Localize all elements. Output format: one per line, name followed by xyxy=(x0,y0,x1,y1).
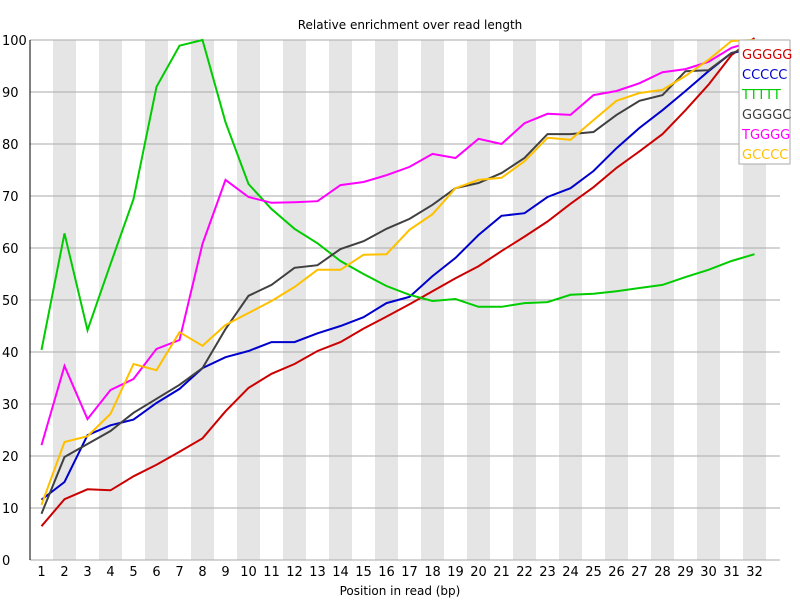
legend-item-ggggg: GGGGG xyxy=(742,48,792,63)
legend: GGGGG CCCCC TTTTT GGGGC TGGGG GCCCC xyxy=(738,39,792,165)
legend-item-ttttt: TTTTT xyxy=(741,88,781,103)
x-tick-label: 10 xyxy=(240,565,257,580)
y-tick-label: 100 xyxy=(2,34,27,49)
x-tick-label: 30 xyxy=(700,565,717,580)
y-axis-ticks: 0 10 20 30 40 50 60 70 80 90 100 xyxy=(2,34,27,569)
y-tick-label: 10 xyxy=(2,502,19,517)
x-tick-label: 6 xyxy=(152,565,160,580)
x-tick-label: 20 xyxy=(470,565,487,580)
legend-item-ccccc: CCCCC xyxy=(742,68,787,83)
y-tick-label: 70 xyxy=(2,190,19,205)
x-tick-label: 1 xyxy=(37,565,45,580)
x-tick-label: 7 xyxy=(175,565,183,580)
y-tick-label: 50 xyxy=(2,294,19,309)
x-tick-label: 27 xyxy=(631,565,648,580)
y-tick-label: 40 xyxy=(2,346,19,361)
series-line-gcccc xyxy=(40,39,755,506)
series-line-ggggc xyxy=(40,45,755,515)
gridlines xyxy=(30,39,780,561)
x-tick-label: 22 xyxy=(516,565,533,580)
x-tick-label: 21 xyxy=(493,565,510,580)
legend-item-tgggg: TGGGG xyxy=(741,128,790,143)
x-tick-label: 23 xyxy=(539,565,556,580)
y-tick-label: 90 xyxy=(2,86,19,101)
series-line-tgggg xyxy=(40,40,755,446)
x-tick-label: 19 xyxy=(447,565,464,580)
x-tick-label: 12 xyxy=(286,565,303,580)
series-line-ccccc xyxy=(40,47,755,501)
x-tick-label: 18 xyxy=(424,565,441,580)
x-tick-label: 25 xyxy=(585,565,602,580)
legend-item-gcccc: GCCCC xyxy=(742,148,788,163)
series-line-ttttt xyxy=(40,38,755,351)
y-tick-label: 30 xyxy=(2,398,19,413)
x-tick-label: 5 xyxy=(129,565,137,580)
x-tick-label: 16 xyxy=(378,565,395,580)
x-axis-label: Position in read (bp) xyxy=(340,584,461,598)
x-tick-label: 32 xyxy=(746,565,763,580)
series-line-ggggg xyxy=(40,37,756,527)
x-axis-ticks: 1 2 3 4 5 6 7 8 9 10 11 12 13 14 15 16 17 18 19 20 21 22 23 24 2… xyxy=(37,565,762,580)
x-tick-label: 26 xyxy=(608,565,625,580)
x-tick-label: 11 xyxy=(263,565,280,580)
x-tick-label: 13 xyxy=(309,565,326,580)
x-tick-label: 2 xyxy=(60,565,68,580)
x-tick-label: 17 xyxy=(401,565,418,580)
x-tick-label: 4 xyxy=(106,565,114,580)
x-tick-label: 31 xyxy=(723,565,740,580)
y-tick-label: 60 xyxy=(2,242,19,257)
data-series xyxy=(40,37,756,527)
chart-title: Relative enrichment over read length xyxy=(298,18,523,32)
legend-box xyxy=(738,39,791,165)
x-tick-label: 28 xyxy=(654,565,671,580)
legend-item-ggggc: GGGGC xyxy=(742,108,791,123)
x-tick-label: 3 xyxy=(83,565,91,580)
x-tick-label: 29 xyxy=(677,565,694,580)
x-tick-label: 8 xyxy=(198,565,206,580)
y-tick-label: 80 xyxy=(2,138,19,153)
x-tick-label: 15 xyxy=(355,565,372,580)
y-tick-label: 20 xyxy=(2,450,19,465)
x-tick-label: 14 xyxy=(332,565,349,580)
x-tick-label: 24 xyxy=(562,565,579,580)
x-tick-label: 9 xyxy=(221,565,229,580)
y-tick-label: 0 xyxy=(2,554,10,569)
